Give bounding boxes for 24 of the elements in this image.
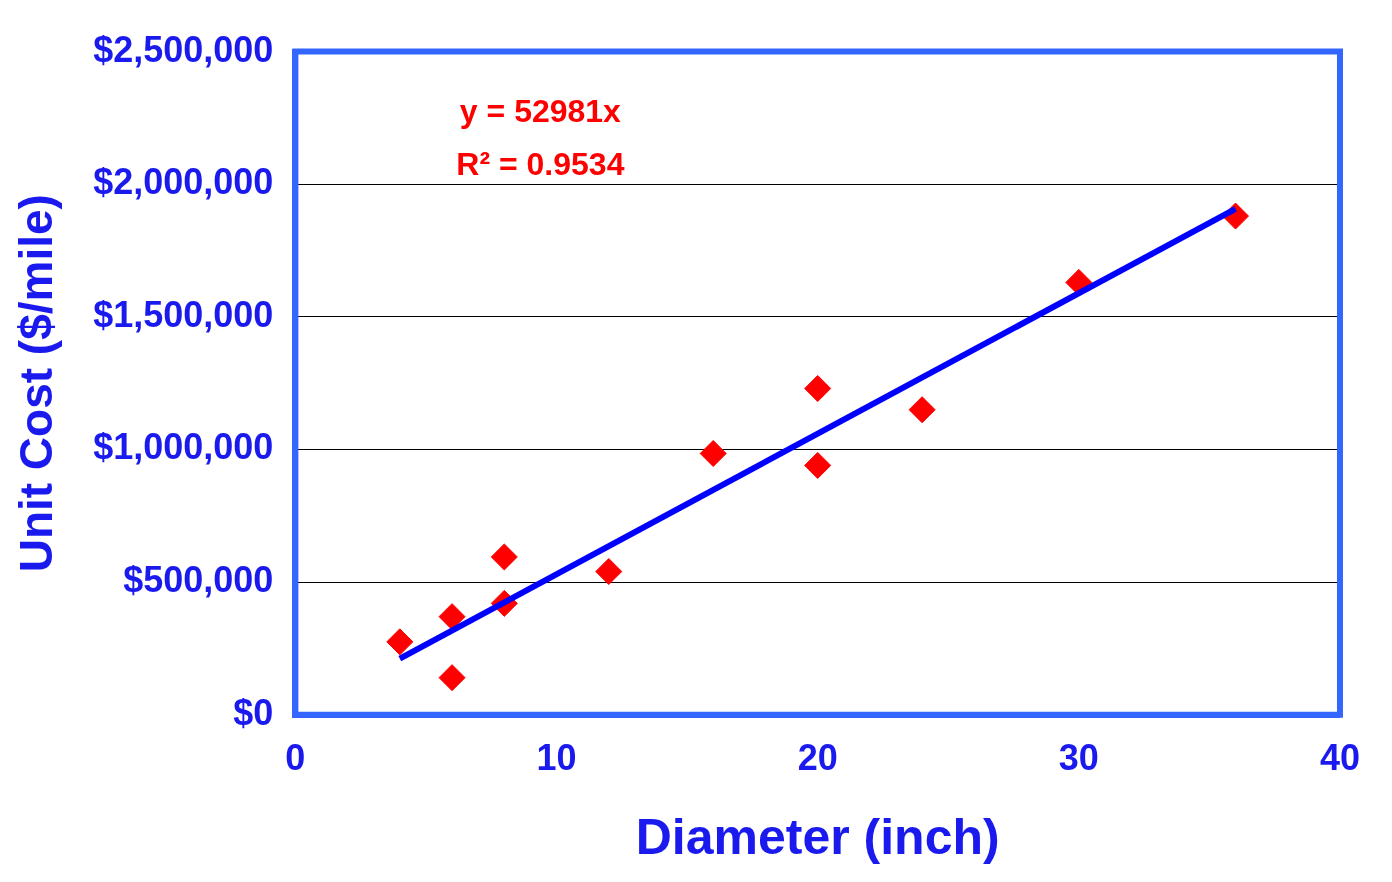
y-axis-title: Unit Cost ($/mile) [10, 194, 63, 573]
annotation: y = 52981x [459, 93, 622, 130]
y-tick-label: $2,500,000 [93, 28, 274, 70]
point [699, 440, 727, 467]
x-tick-label: 40 [1319, 737, 1360, 779]
x-tick-label: 0 [285, 737, 306, 779]
y-tick-label: $2,000,000 [93, 161, 274, 203]
point [804, 375, 832, 403]
y-tick-label: $1,000,000 [93, 426, 274, 468]
point [490, 543, 518, 571]
x-tick-label: 30 [1058, 737, 1099, 779]
x-axis-title: Diameter (inch) [635, 808, 1000, 865]
point [438, 664, 466, 692]
point [804, 451, 832, 479]
y-tick-label: $500,000 [123, 559, 274, 601]
point [908, 396, 936, 424]
x-tick-label: 10 [536, 737, 577, 779]
y-tick-label: $0 [233, 691, 274, 733]
y-tick-label: $1,500,000 [93, 293, 274, 335]
point [438, 603, 466, 631]
annotation: R² = 0.9534 [456, 146, 625, 183]
point [595, 558, 623, 586]
point [386, 628, 414, 656]
x-tick-label: 20 [797, 737, 838, 779]
